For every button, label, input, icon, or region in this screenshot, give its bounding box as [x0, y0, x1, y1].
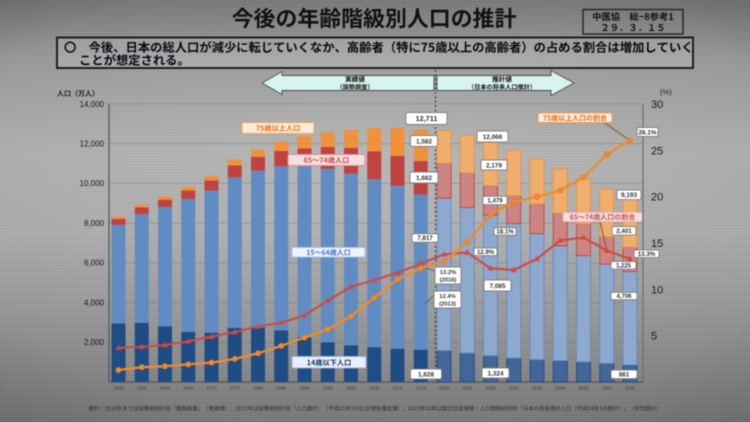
svg-text:5: 5 — [651, 331, 657, 343]
svg-text:15: 15 — [651, 238, 663, 250]
svg-text:4,706: 4,706 — [616, 294, 632, 300]
svg-text:7,085: 7,085 — [490, 283, 506, 290]
svg-text:2,000: 2,000 — [84, 338, 105, 347]
svg-text:1995: 1995 — [323, 386, 334, 391]
svg-text:12,066: 12,066 — [483, 134, 503, 141]
svg-text:10,000: 10,000 — [80, 179, 105, 188]
svg-text:20: 20 — [651, 192, 663, 204]
svg-text:2050: 2050 — [602, 386, 613, 391]
svg-text:2010: 2010 — [392, 386, 403, 391]
svg-text:1,628: 1,628 — [418, 371, 434, 378]
svg-text:2020: 2020 — [462, 386, 473, 391]
svg-text:2035: 2035 — [532, 386, 543, 391]
svg-text:1970: 1970 — [206, 386, 217, 391]
svg-text:2000: 2000 — [346, 386, 357, 391]
svg-text:(2013): (2013) — [439, 301, 456, 307]
svg-text:1,324: 1,324 — [488, 370, 504, 377]
svg-text:1,479: 1,479 — [487, 198, 503, 205]
svg-text:13.2%: 13.2% — [440, 270, 456, 276]
svg-text:18.1%: 18.1% — [496, 229, 514, 236]
svg-text:2025: 2025 — [485, 386, 496, 391]
svg-text:2013: 2013 — [416, 386, 427, 391]
svg-text:8,000: 8,000 — [84, 219, 105, 228]
svg-text:2005: 2005 — [369, 386, 380, 391]
svg-text:1,225: 1,225 — [616, 263, 632, 269]
svg-text:2015: 2015 — [439, 386, 450, 391]
svg-text:26.1%: 26.1% — [638, 129, 656, 136]
svg-text:7,817: 7,817 — [417, 235, 433, 242]
svg-text:12.9%: 12.9% — [477, 249, 495, 256]
svg-text:2040: 2040 — [555, 386, 566, 391]
svg-text:2,179: 2,179 — [486, 162, 502, 169]
svg-text:30: 30 — [651, 99, 663, 111]
svg-text:10: 10 — [651, 284, 663, 296]
svg-text:13.3%: 13.3% — [638, 251, 656, 258]
svg-text:9,193: 9,193 — [621, 192, 637, 199]
svg-text:1965: 1965 — [183, 386, 194, 391]
svg-text:(2016): (2016) — [440, 277, 457, 283]
svg-text:1,682: 1,682 — [416, 175, 432, 182]
svg-text:2045: 2045 — [578, 386, 589, 391]
svg-text:12,000: 12,000 — [80, 140, 105, 149]
svg-text:1955: 1955 — [137, 386, 148, 391]
svg-text:12.4%: 12.4% — [439, 294, 455, 300]
svg-text:1,582: 1,582 — [416, 138, 432, 145]
svg-text:4,000: 4,000 — [84, 298, 105, 307]
svg-text:2,401: 2,401 — [616, 228, 632, 235]
svg-text:1960: 1960 — [160, 386, 171, 391]
svg-text:2030: 2030 — [509, 386, 520, 391]
svg-text:6,000: 6,000 — [84, 259, 105, 268]
svg-text:25: 25 — [651, 146, 663, 158]
svg-text:1985: 1985 — [276, 386, 287, 391]
svg-text:2055: 2055 — [625, 386, 636, 391]
svg-text:1975: 1975 — [230, 386, 241, 391]
svg-text:1950: 1950 — [113, 386, 124, 391]
svg-text:1980: 1980 — [253, 386, 264, 391]
svg-text:1990: 1990 — [299, 386, 310, 391]
svg-text:861: 861 — [619, 372, 630, 379]
svg-text:14,000: 14,000 — [80, 100, 105, 109]
svg-text:12,711: 12,711 — [416, 114, 438, 123]
svg-text:(%): (%) — [660, 88, 672, 97]
